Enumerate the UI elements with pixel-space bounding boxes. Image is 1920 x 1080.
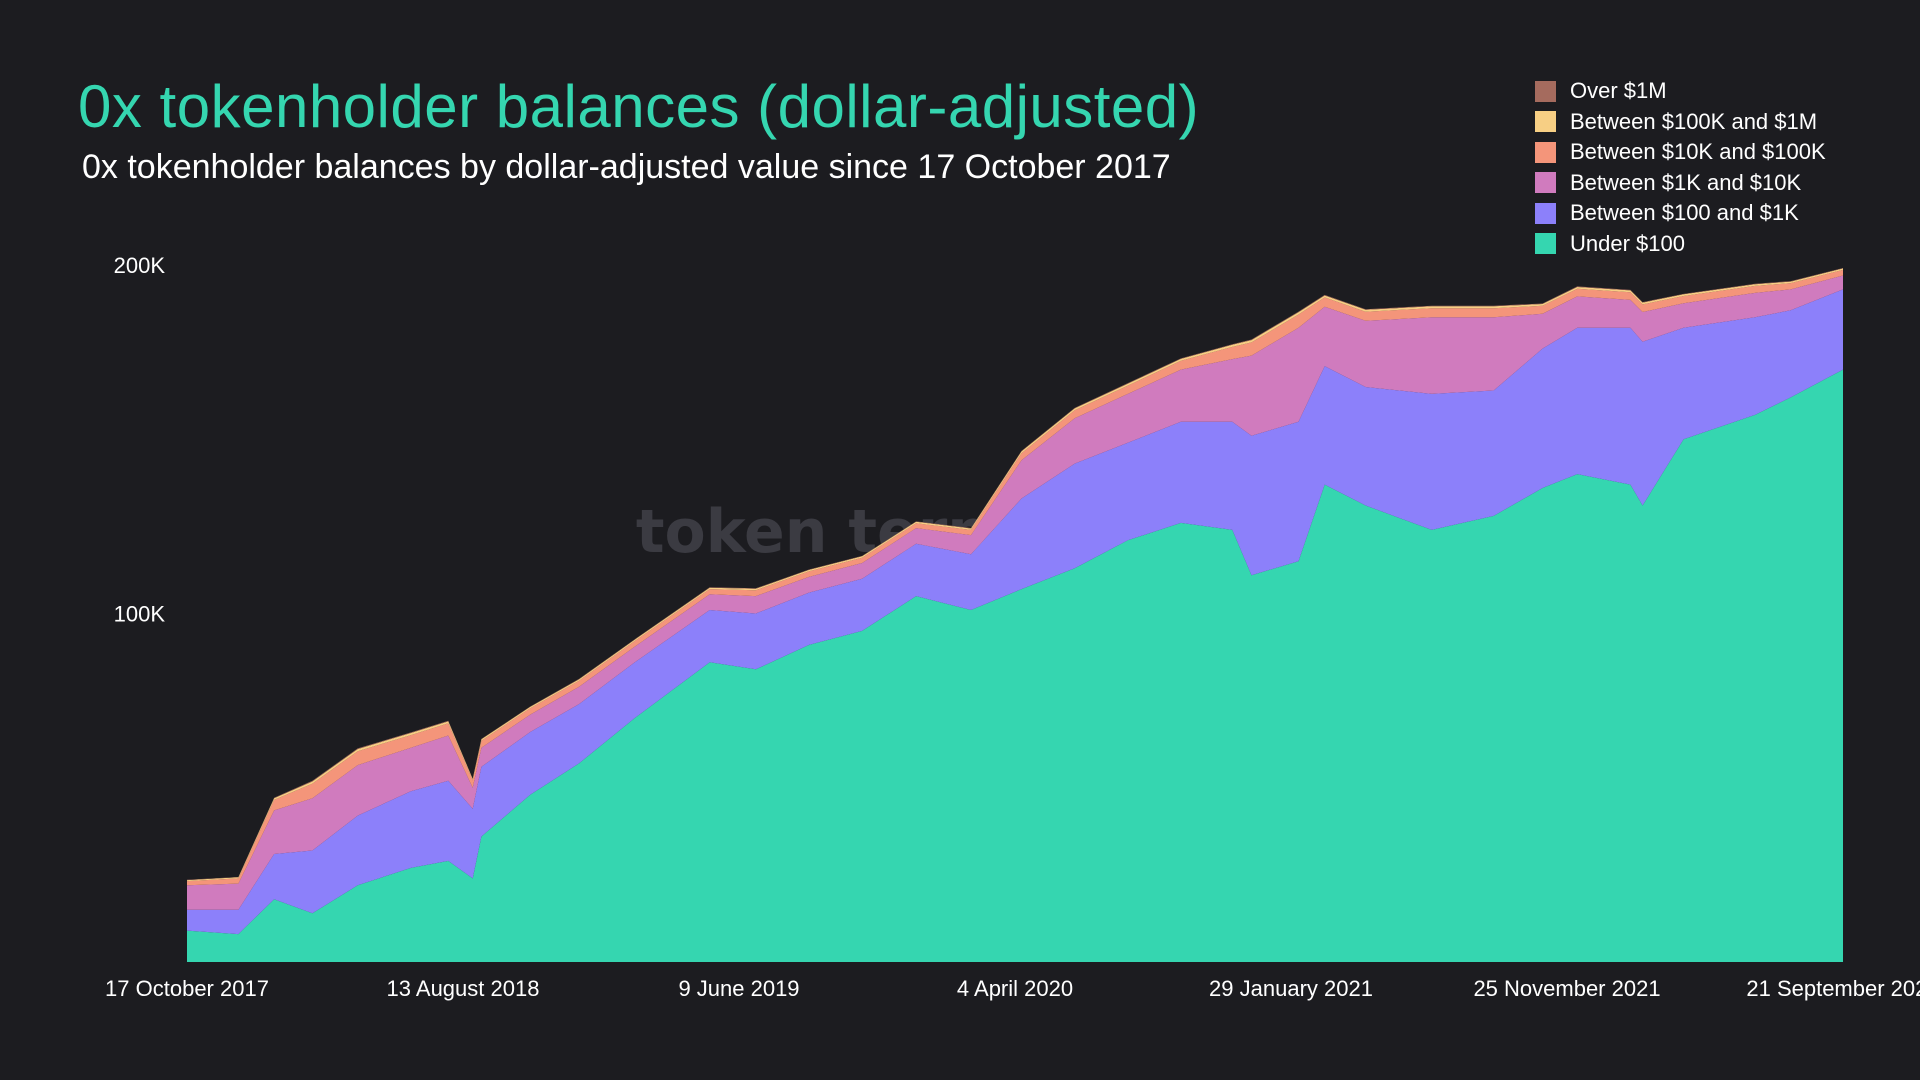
chart-title: 0x tokenholder balances (dollar-adjusted… [78, 73, 1200, 140]
area-series-0 [187, 369, 1843, 963]
legend: Over $1M Between $100K and $1M Between $10… [1535, 76, 1826, 259]
legend-swatch [1535, 233, 1556, 255]
legend-item: Between $10K and $100K [1535, 137, 1826, 168]
legend-swatch [1535, 202, 1556, 224]
x-tick-label: 25 November 2021 [1473, 976, 1660, 1001]
chart-subtitle: 0x tokenholder balances by dollar-adjust… [82, 148, 1171, 186]
x-tick-label: 9 June 2019 [678, 976, 799, 1001]
y-axis-ticks: 100K 200K [114, 253, 166, 627]
legend-swatch [1535, 172, 1556, 194]
legend-swatch [1535, 80, 1556, 102]
y-tick-label: 100K [114, 602, 166, 627]
x-tick-label: 29 January 2021 [1209, 976, 1373, 1001]
x-tick-label: 13 August 2018 [387, 976, 540, 1001]
legend-swatch [1535, 141, 1556, 163]
legend-item: Between $100K and $1M [1535, 107, 1826, 138]
legend-label: Between $100 and $1K [1570, 200, 1799, 226]
legend-item: Under $100 [1535, 229, 1826, 260]
legend-item: Between $1K and $10K [1535, 168, 1826, 199]
legend-item: Over $1M [1535, 76, 1826, 107]
x-tick-label: 21 September 2022 [1746, 976, 1920, 1001]
legend-label: Between $100K and $1M [1570, 108, 1818, 134]
x-tick-label: 4 April 2020 [957, 976, 1073, 1001]
legend-label: Between $10K and $100K [1570, 139, 1826, 165]
legend-label: Under $100 [1570, 230, 1685, 256]
legend-item: Between $100 and $1K [1535, 198, 1826, 229]
y-tick-label: 200K [114, 253, 166, 278]
legend-label: Between $1K and $10K [1570, 169, 1802, 195]
x-axis-ticks: 17 October 2017 13 August 2018 9 June 2019… [105, 976, 1920, 1001]
legend-swatch [1535, 111, 1556, 133]
x-tick-label: 17 October 2017 [105, 976, 269, 1001]
area-series-1 [187, 289, 1843, 935]
legend-label: Over $1M [1570, 78, 1667, 104]
chart-areas [187, 268, 1843, 963]
